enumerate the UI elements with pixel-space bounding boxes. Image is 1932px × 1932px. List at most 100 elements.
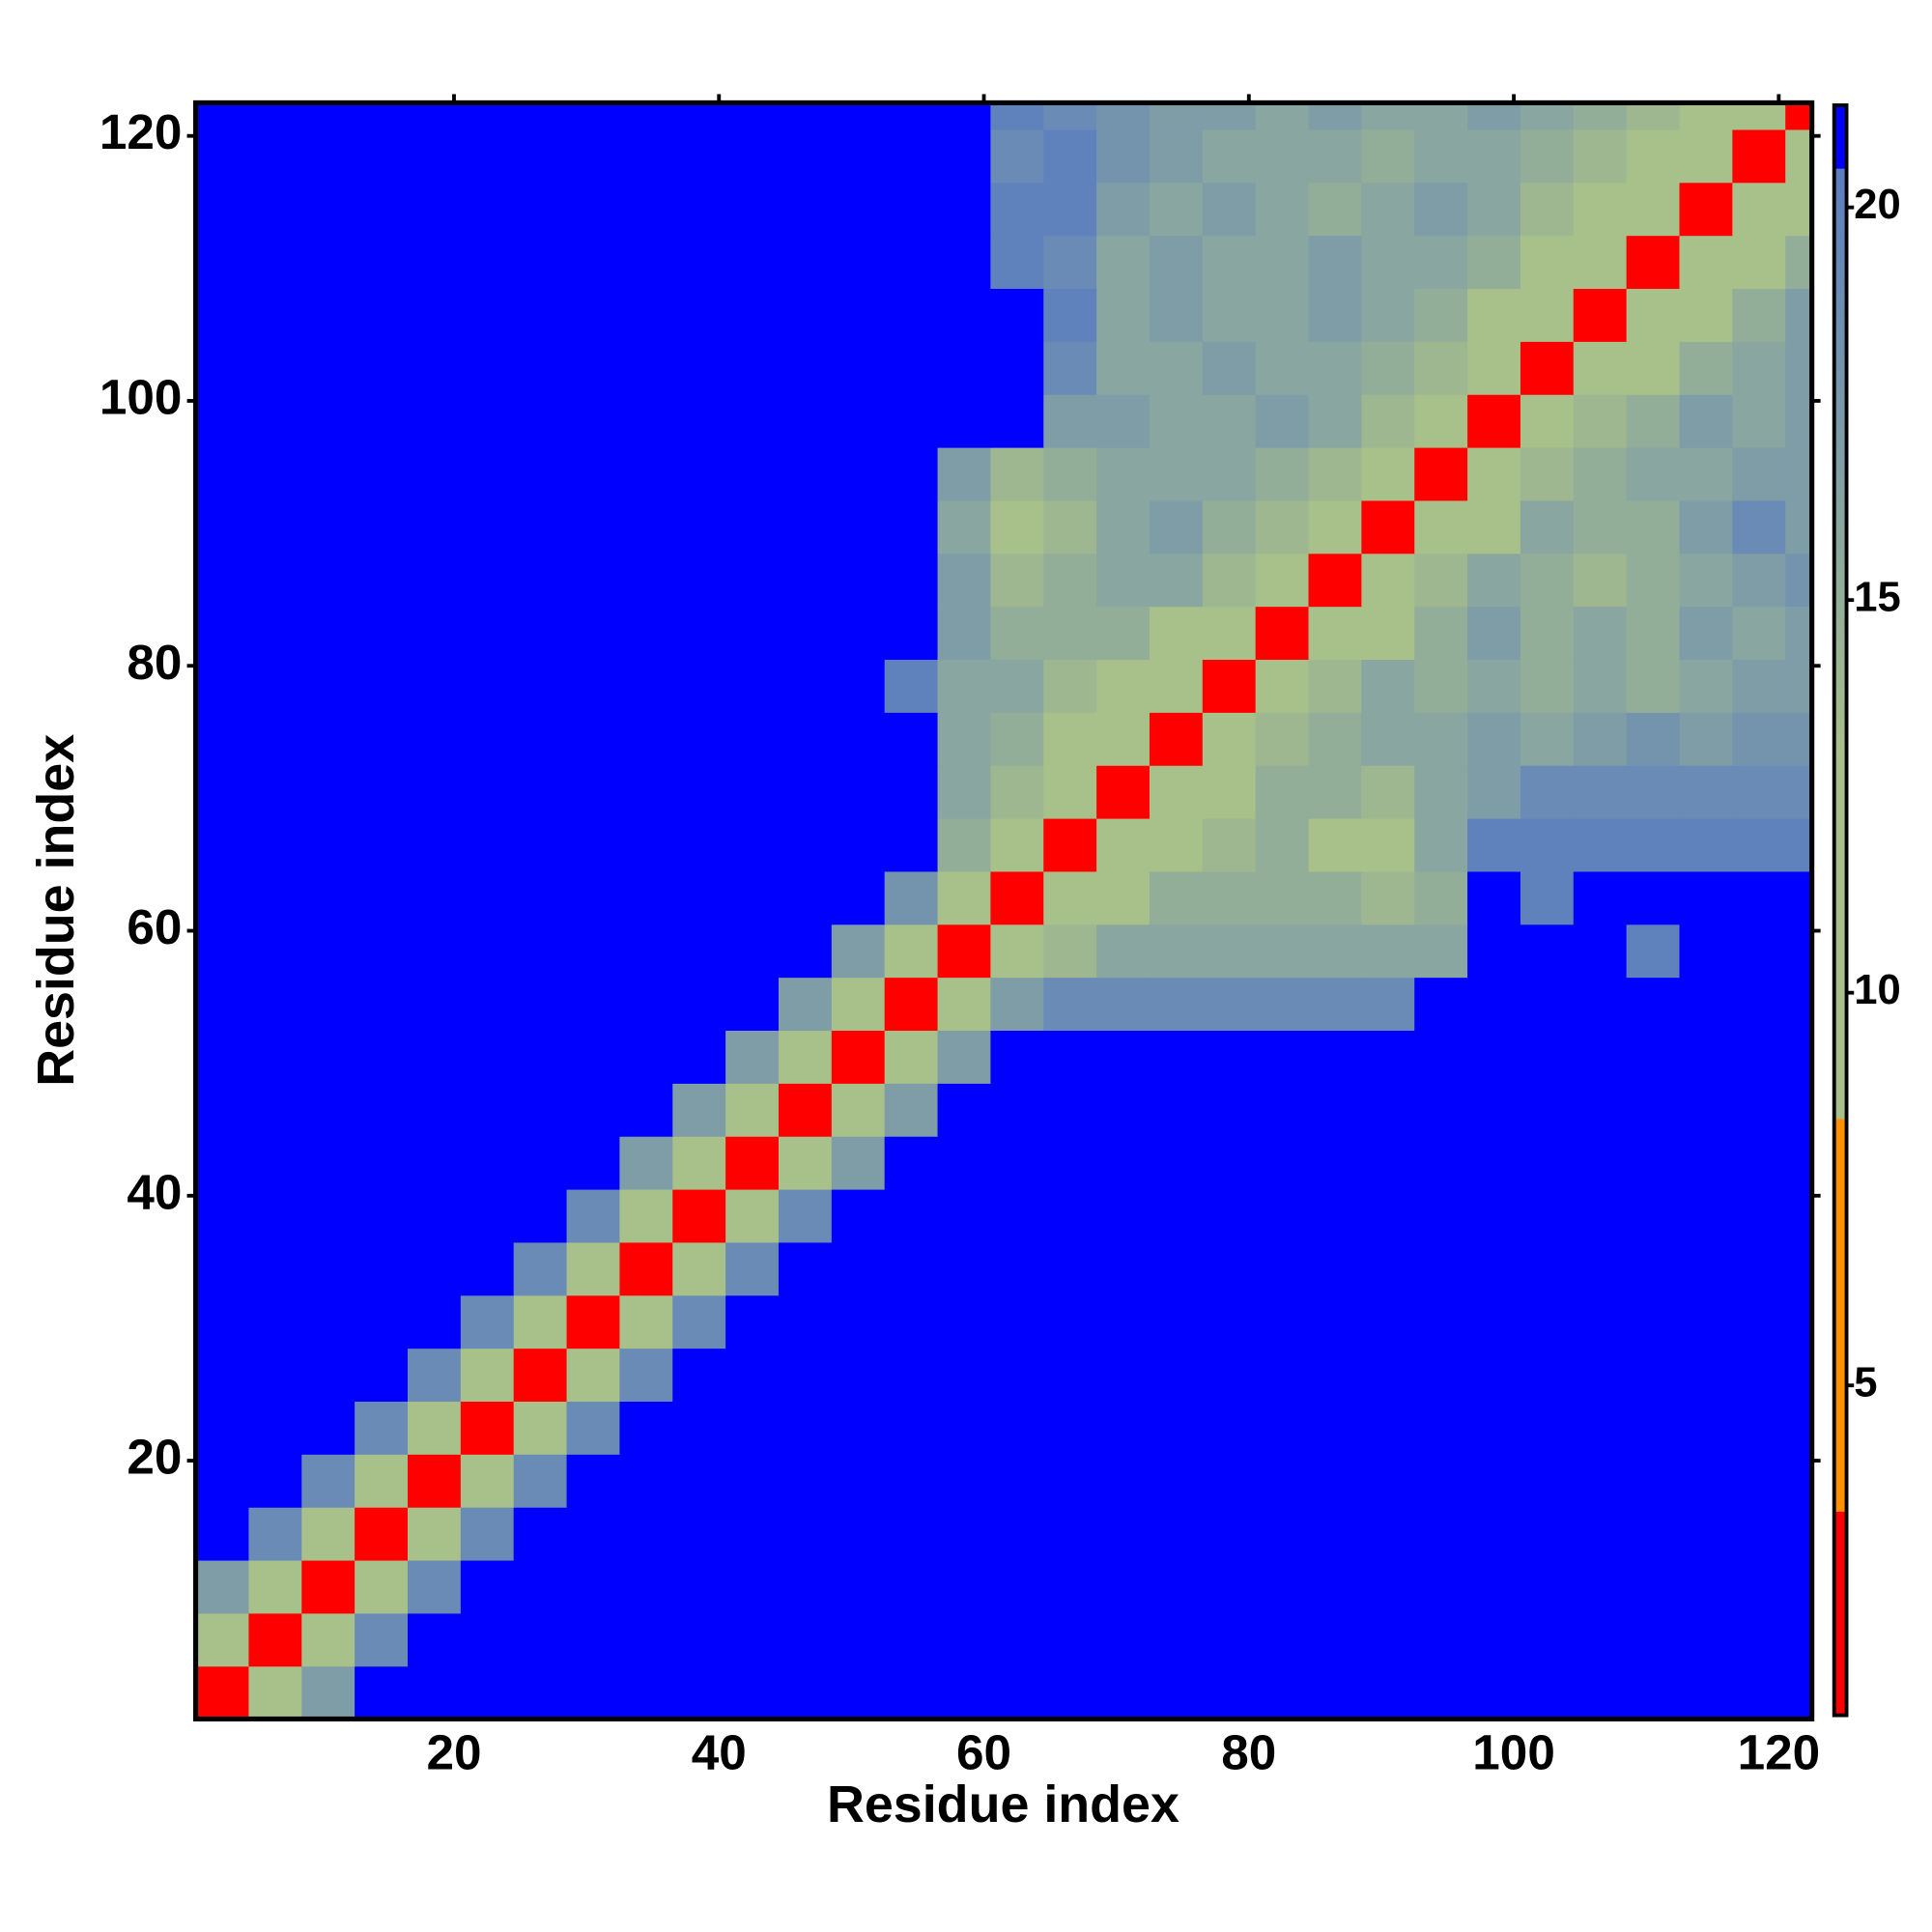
- heatmap-cell: [566, 1507, 621, 1561]
- heatmap-cell: [1043, 1030, 1097, 1084]
- heatmap-cell: [672, 288, 726, 342]
- heatmap-cell: [884, 1612, 939, 1667]
- heatmap-cell: [1520, 1612, 1575, 1667]
- heatmap-cell: [831, 1136, 886, 1190]
- heatmap-cell: [778, 765, 833, 819]
- heatmap-cell: [566, 288, 621, 342]
- heatmap-cell: [725, 235, 780, 290]
- heatmap-cell: [1626, 1030, 1681, 1084]
- heatmap-cell: [831, 235, 886, 290]
- heatmap-cell: [831, 1294, 886, 1350]
- heatmap-cell: [1361, 1665, 1415, 1719]
- heatmap-cell: [725, 446, 780, 501]
- heatmap-cell: [725, 870, 780, 925]
- heatmap-cell: [619, 341, 673, 395]
- heatmap-cell: [1626, 553, 1681, 608]
- heatmap-cell: [1202, 1454, 1257, 1508]
- colorbar-tick-label: 10: [1854, 967, 1900, 1013]
- heatmap-cell: [619, 1030, 673, 1084]
- heatmap-cell: [778, 977, 833, 1032]
- heatmap-cell: [1785, 235, 1812, 290]
- heatmap-cell: [1732, 817, 1786, 872]
- heatmap-cell: [301, 446, 355, 501]
- heatmap-cell: [1414, 128, 1468, 184]
- heatmap-cell: [619, 606, 673, 661]
- heatmap-cell: [937, 817, 992, 872]
- heatmap-cell: [1149, 923, 1204, 979]
- heatmap-cell: [1414, 1559, 1468, 1614]
- heatmap-cell: [195, 341, 250, 395]
- heatmap-cell: [1520, 499, 1575, 554]
- heatmap-cell: [407, 341, 462, 395]
- heatmap-cell: [460, 765, 515, 819]
- heatmap-cell: [778, 1241, 833, 1296]
- heatmap-cell: [1149, 606, 1204, 661]
- heatmap-cell: [1626, 606, 1681, 661]
- heatmap-cell: [884, 1294, 939, 1350]
- heatmap-cell: [1361, 1241, 1415, 1296]
- heatmap-cell: [672, 1612, 726, 1667]
- heatmap-cell: [566, 1188, 621, 1243]
- heatmap-cell: [355, 765, 409, 819]
- heatmap-cell: [1732, 1454, 1786, 1508]
- heatmap-cell: [195, 1507, 250, 1561]
- heatmap-cell: [1626, 1612, 1681, 1667]
- heatmap-cell: [1202, 1401, 1257, 1455]
- heatmap-cell: [884, 499, 939, 554]
- heatmap-cell: [1467, 128, 1521, 184]
- heatmap-cell: [1308, 394, 1363, 448]
- heatmap-cell: [831, 1241, 886, 1296]
- heatmap-cell: [460, 1348, 515, 1402]
- heatmap-cell: [672, 394, 726, 448]
- heatmap-cell: [1732, 102, 1786, 130]
- heatmap-cell: [778, 288, 833, 342]
- heatmap-cell: [248, 659, 302, 713]
- heatmap-cell: [1043, 1188, 1097, 1243]
- heatmap-cell: [1573, 341, 1628, 395]
- heatmap-cell: [990, 499, 1044, 554]
- heatmap-cell: [1043, 102, 1097, 130]
- heatmap-cell: [513, 1188, 568, 1243]
- heatmap-cell: [1520, 1401, 1575, 1455]
- heatmap-cell: [1573, 102, 1628, 130]
- heatmap-cell: [513, 553, 568, 608]
- heatmap-cell: [1467, 394, 1521, 448]
- heatmap-cell: [1467, 341, 1521, 395]
- heatmap-cell: [1467, 1454, 1521, 1508]
- heatmap-cell: [672, 128, 726, 184]
- heatmap-cell: [566, 765, 621, 819]
- heatmap-cell: [884, 817, 939, 872]
- heatmap-cell: [884, 288, 939, 342]
- heatmap-cell: [195, 977, 250, 1032]
- heatmap-cell: [1732, 659, 1786, 713]
- heatmap-cell: [1043, 1241, 1097, 1296]
- heatmap-cell: [248, 341, 302, 395]
- heatmap-cell: [619, 817, 673, 872]
- heatmap-cell: [1043, 288, 1097, 342]
- heatmap-cell: [831, 1083, 886, 1137]
- heatmap-cell: [1732, 553, 1786, 608]
- heatmap-cell: [195, 606, 250, 661]
- heatmap-cell: [937, 870, 992, 925]
- heatmap-cell: [1096, 235, 1151, 290]
- heatmap-cell: [1096, 1559, 1151, 1614]
- heatmap-cell: [1785, 1030, 1812, 1084]
- heatmap-cell: [566, 1030, 621, 1084]
- heatmap-cell: [937, 499, 992, 554]
- heatmap-cell: [1785, 499, 1812, 554]
- heatmap-cell: [1361, 1294, 1415, 1350]
- heatmap-cell: [248, 394, 302, 448]
- heatmap-cell: [355, 235, 409, 290]
- heatmap-cell: [407, 394, 462, 448]
- heatmap-cell: [937, 659, 992, 713]
- heatmap-cell: [248, 499, 302, 554]
- colorbar-tick-label: 15: [1854, 575, 1900, 621]
- heatmap-cell: [1679, 1665, 1733, 1719]
- heatmap-cell: [1043, 1348, 1097, 1402]
- heatmap-cell: [884, 606, 939, 661]
- heatmap-cell: [1573, 1294, 1628, 1350]
- heatmap-cell: [460, 1401, 515, 1455]
- heatmap-cell: [990, 1507, 1044, 1561]
- heatmap-cell: [248, 1188, 302, 1243]
